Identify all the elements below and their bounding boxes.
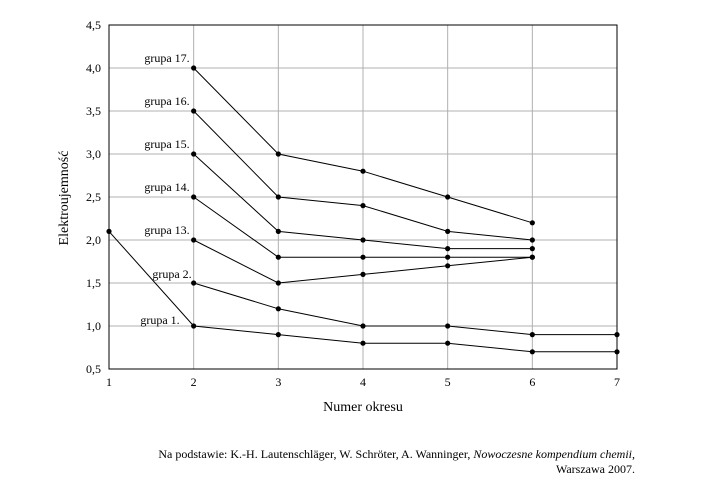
source-line-2: Warszawa 2007. xyxy=(555,462,635,476)
data-point-grupa-14 xyxy=(529,254,535,260)
data-point-grupa-1 xyxy=(106,228,112,234)
y-tick-label: 4,0 xyxy=(86,61,101,75)
series-label-grupa-15: grupa 15. xyxy=(144,137,189,151)
data-point-grupa-17 xyxy=(445,194,451,200)
data-point-grupa-17 xyxy=(275,151,281,157)
x-tick-label: 2 xyxy=(191,375,197,389)
data-point-grupa-16 xyxy=(191,108,197,114)
data-point-grupa-1 xyxy=(275,332,281,338)
data-point-grupa-13 xyxy=(360,271,366,277)
series-line-grupa-2 xyxy=(193,282,617,336)
data-point-grupa-2 xyxy=(529,332,535,338)
series-labels: grupa 1. grupa 2. grupa 13. grupa 14. grupa … xyxy=(140,51,191,327)
y-tick-label: 2,5 xyxy=(86,190,101,204)
x-tick-label: 1 xyxy=(106,375,112,389)
source-line-1: Na podstawie: K.-H. Lautenschläger, W. S… xyxy=(158,447,635,462)
plot-frame xyxy=(108,24,618,370)
data-point-grupa-1 xyxy=(445,340,451,346)
series-label-grupa-2: grupa 2. xyxy=(152,267,191,281)
y-tick-label: 1,0 xyxy=(86,319,101,333)
data-point-grupa-14 xyxy=(445,254,451,260)
y-tick-label: 1,5 xyxy=(86,276,101,290)
series-label-grupa-1: grupa 1. xyxy=(140,313,179,327)
data-point-grupa-13 xyxy=(275,280,281,286)
data-point-grupa-1 xyxy=(191,323,197,329)
data-point-grupa-1 xyxy=(360,340,366,346)
y-tick-label: 3,5 xyxy=(86,104,101,118)
y-tick-label: 3,0 xyxy=(86,147,101,161)
series-label-grupa-16: grupa 16. xyxy=(144,94,189,108)
x-tick-label: 3 xyxy=(275,375,281,389)
data-point-grupa-17 xyxy=(529,220,535,226)
data-point-grupa-15 xyxy=(529,246,535,252)
x-tick-label: 4 xyxy=(360,375,366,389)
x-tick-label: 6 xyxy=(529,375,535,389)
data-point-grupa-14 xyxy=(360,254,366,260)
data-point-grupa-1 xyxy=(529,349,535,355)
data-point-grupa-13 xyxy=(445,263,451,269)
data-point-grupa-16 xyxy=(445,228,451,234)
data-point-grupa-15 xyxy=(275,228,281,234)
y-tick-label: 2,0 xyxy=(86,233,101,247)
grid xyxy=(108,24,618,370)
y-tick-label: 0,5 xyxy=(86,362,101,376)
series-label-grupa-13: grupa 13. xyxy=(144,223,189,237)
x-tick-label: 5 xyxy=(445,375,451,389)
data-point-grupa-16 xyxy=(275,194,281,200)
source-authors: Na podstawie: K.-H. Lautenschläger, W. S… xyxy=(158,447,474,461)
data-point-grupa-1 xyxy=(614,349,620,355)
x-axis-label: Numer okresu xyxy=(323,400,403,415)
data-point-grupa-15 xyxy=(360,237,366,243)
data-point-grupa-14 xyxy=(191,194,197,200)
x-tick-label: 7 xyxy=(614,375,620,389)
data-point-grupa-17 xyxy=(360,168,366,174)
data-point-grupa-2 xyxy=(191,280,197,286)
series-label-grupa-17: grupa 17. xyxy=(144,51,189,65)
data-point-grupa-15 xyxy=(191,151,197,157)
data-point-grupa-16 xyxy=(529,237,535,243)
data-point-grupa-17 xyxy=(191,65,197,71)
source-citation: Na podstawie: K.-H. Lautenschläger, W. S… xyxy=(158,447,635,477)
data-point-grupa-14 xyxy=(275,254,281,260)
data-point-grupa-2 xyxy=(614,332,620,338)
data-point-grupa-2 xyxy=(275,306,281,312)
data-point-grupa-2 xyxy=(360,323,366,329)
source-book-title: Nowoczesne kompendium chemii, xyxy=(473,447,635,461)
series-label-grupa-14: grupa 14. xyxy=(144,180,189,194)
series-lines xyxy=(106,65,620,355)
y-tick-label: 4,5 xyxy=(86,18,101,32)
data-point-grupa-13 xyxy=(191,237,197,243)
data-point-grupa-16 xyxy=(360,203,366,209)
axes: 0,5 1,0 1,5 2,0 2,5 3,0 3,5 4,0 4,5 1 2 3 4 5 6 7 xyxy=(86,18,620,389)
y-axis-label: Elektroujemność xyxy=(57,151,72,246)
data-point-grupa-15 xyxy=(445,246,451,252)
data-point-grupa-2 xyxy=(445,323,451,329)
